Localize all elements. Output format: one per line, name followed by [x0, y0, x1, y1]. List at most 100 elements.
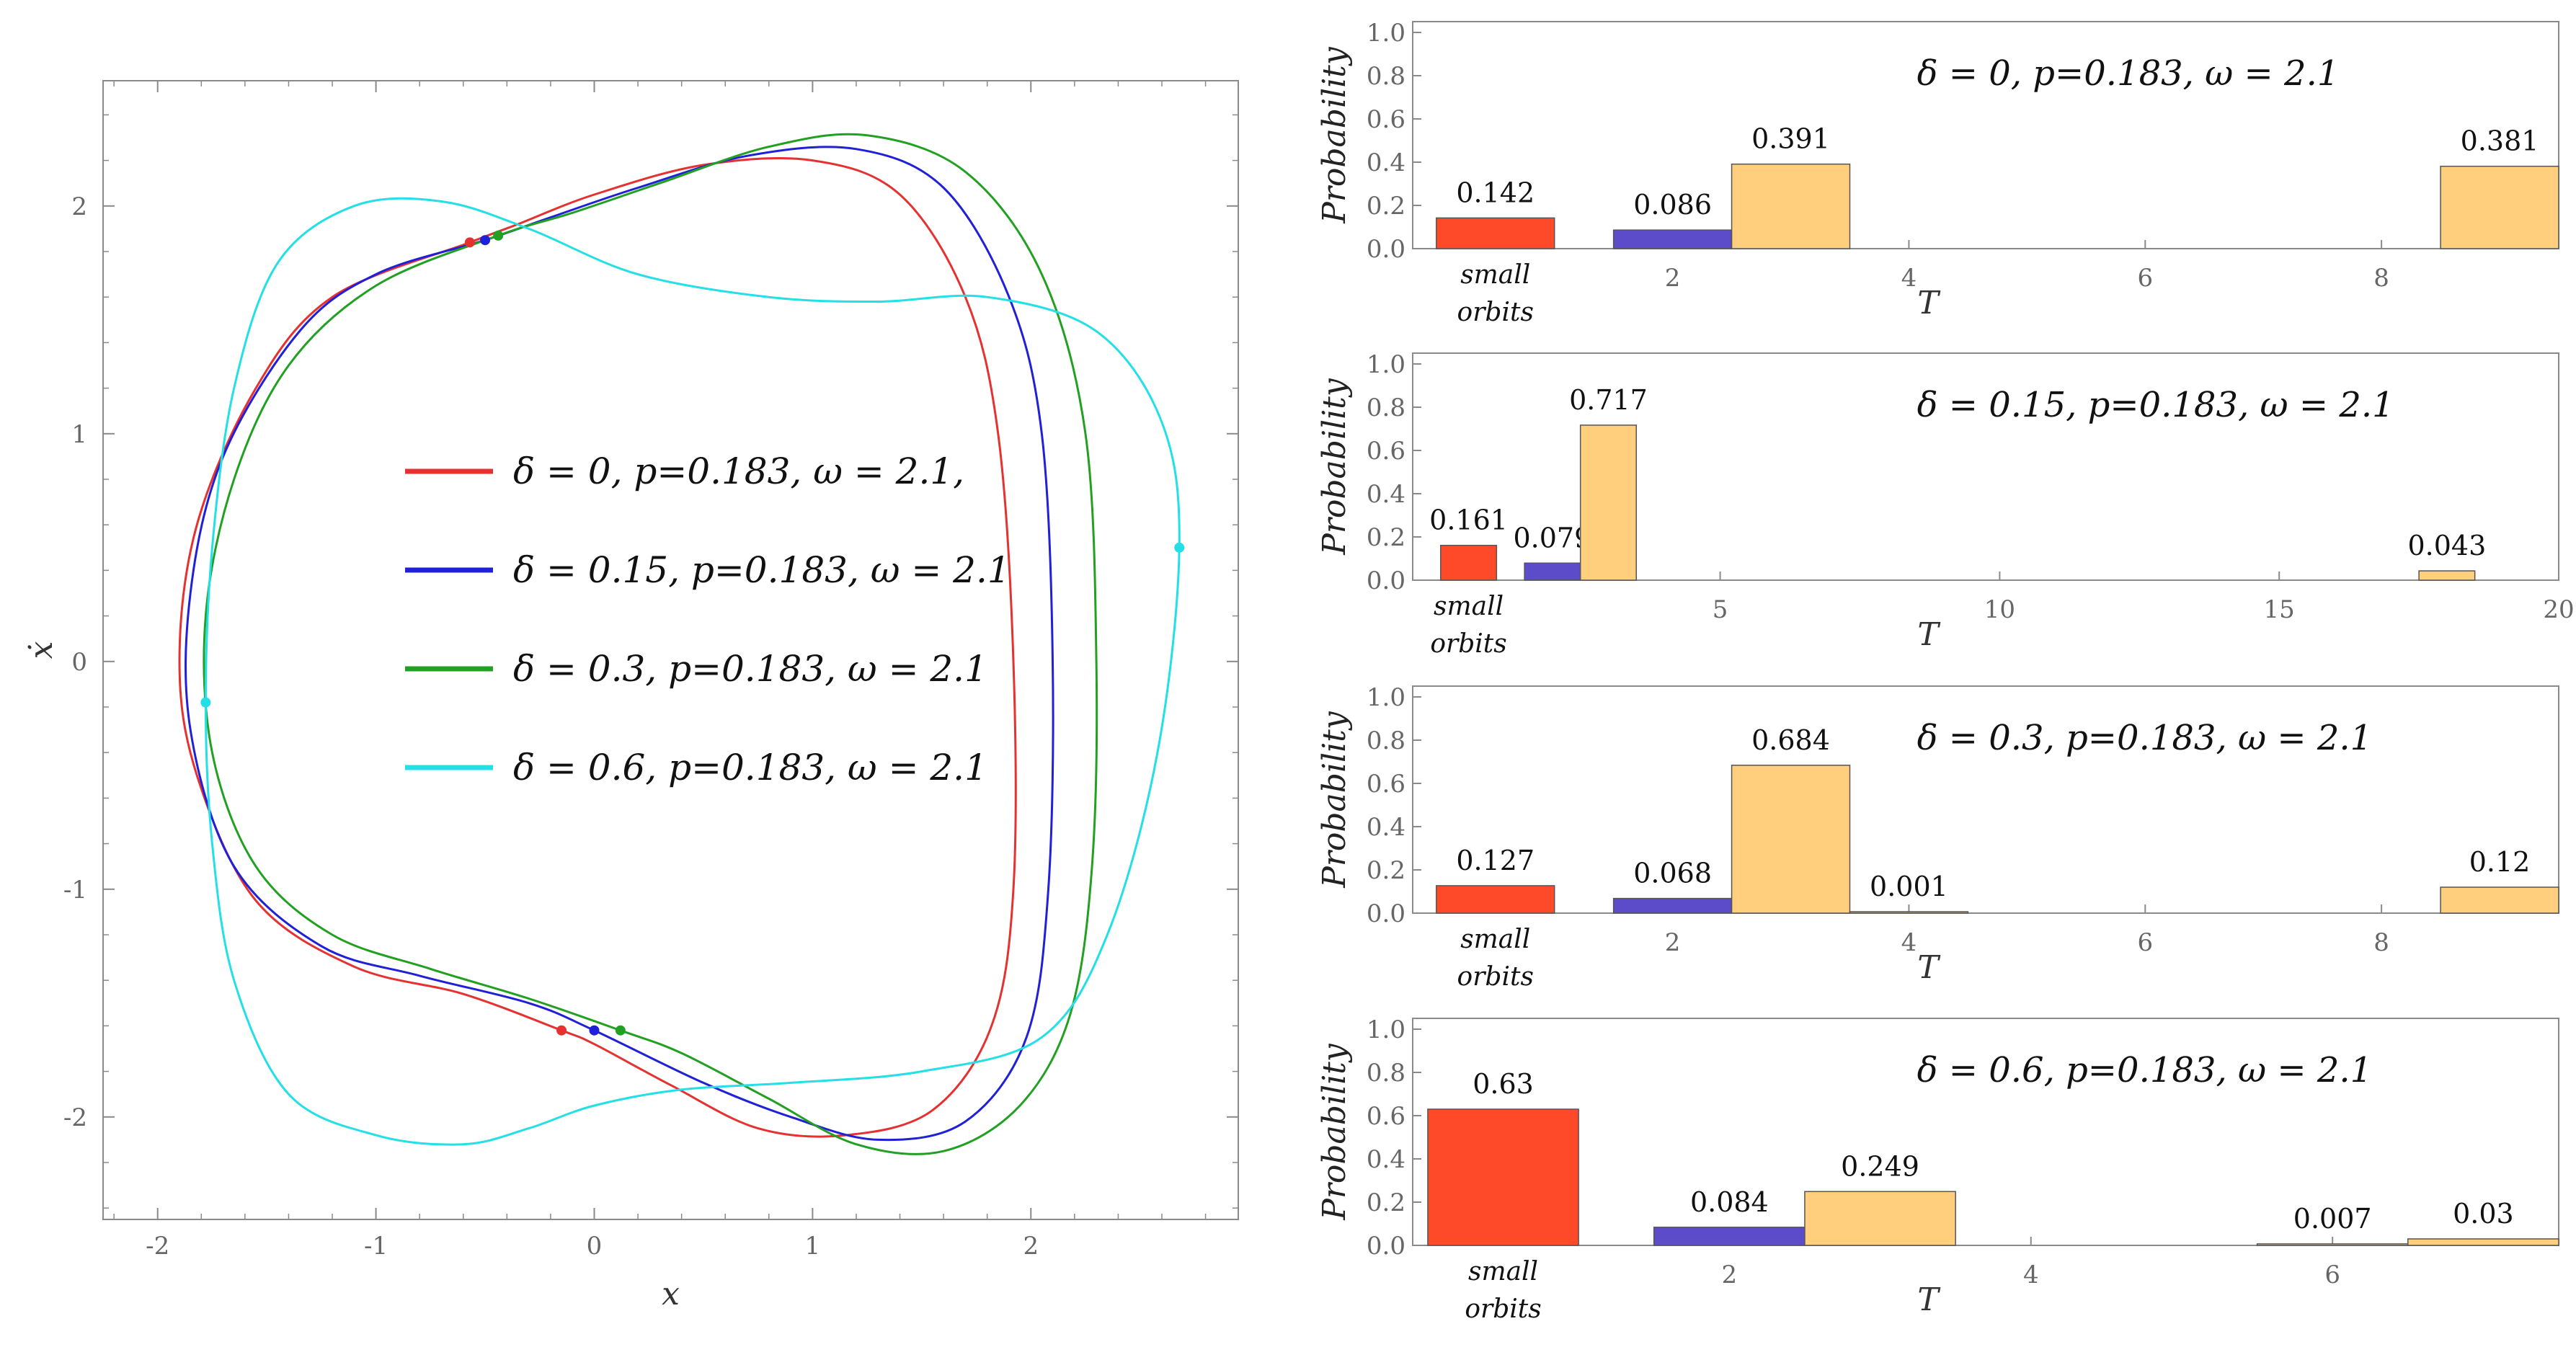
- x-tick-label: 15: [2264, 595, 2295, 624]
- y-tick-label: 0.6: [1367, 770, 1405, 799]
- bar-value-label-0: 0.127: [1456, 845, 1535, 876]
- probability-panel-delta-0: 0.0 0.2 0.4 0.6 0.8 1.0 2 4 6 8 T Probability δ = 0,…: [1316, 19, 2559, 327]
- y-tick-label: 1.0: [1367, 1015, 1405, 1044]
- x-tick-label: 4: [1901, 928, 1917, 957]
- x-tick-label: 5: [1713, 595, 1728, 624]
- orbit-marker-3: [200, 697, 211, 708]
- bar-value-label-2: 0.684: [1751, 724, 1830, 756]
- y-tick-label: 0.0: [1367, 899, 1405, 928]
- x-tick-label: 8: [2373, 928, 2389, 957]
- legend-label-2: δ = 0.3, p=0.183, ω = 2.1: [513, 648, 987, 690]
- x-tick-label: 6: [2137, 928, 2153, 957]
- bar-0: [1436, 885, 1555, 914]
- bar-panel-frame: [1412, 685, 2559, 914]
- category-label-line2: orbits: [1457, 962, 1534, 992]
- bar-panel-frame: [1412, 1018, 2559, 1246]
- x-tick-label: 20: [2543, 595, 2574, 624]
- bar-value-label-3: 0.381: [2461, 125, 2539, 157]
- orbit-marker-3: [1174, 542, 1185, 553]
- bar-panel-frame: [1412, 21, 2559, 249]
- y-axis-label: ẋ: [23, 641, 60, 659]
- orbit-curve-1: [185, 146, 1054, 1142]
- bar-2: [1579, 424, 1637, 581]
- y-tick-label: 1.0: [1367, 350, 1405, 379]
- probability-panel-delta-0.6: 0.0 0.2 0.4 0.6 0.8 1.0 2 4 6 T Probability δ = 0.6…: [1316, 1015, 2559, 1324]
- x-axis-label: x: [662, 1276, 680, 1312]
- bar-value-label-0: 0.142: [1456, 177, 1535, 208]
- y-axis-label: Probability: [1316, 46, 1353, 224]
- bar-3: [2418, 570, 2476, 581]
- bar-value-label-1: 0.084: [1690, 1186, 1769, 1218]
- orbit-curve-0: [178, 156, 1017, 1138]
- bar-0: [1436, 217, 1555, 249]
- x-axis-label: T: [1917, 616, 1941, 653]
- orbit-marker-1: [589, 1025, 600, 1036]
- y-axis-label: Probability: [1316, 711, 1353, 889]
- legend-label-0: δ = 0, p=0.183, ω = 2.1,: [513, 450, 964, 492]
- bar-1: [1612, 897, 1733, 914]
- y-tick-label: 0.2: [1367, 523, 1405, 552]
- x-tick-label: 6: [2324, 1261, 2340, 1289]
- bar-value-label-3: 0.043: [2407, 530, 2486, 561]
- phase-legend: δ = 0, p=0.183, ω = 2.1, δ = 0.15, p=0.18…: [405, 450, 1011, 788]
- orbit-marker-1: [480, 235, 491, 246]
- bar-0: [1427, 1108, 1579, 1246]
- y-tick-label: 0.0: [1367, 566, 1405, 595]
- bar-3: [2440, 165, 2559, 249]
- bar-4: [2440, 886, 2559, 914]
- y-tick-label: 0.8: [1367, 726, 1405, 755]
- bar-2: [1731, 163, 1851, 249]
- bar-1: [1612, 229, 1733, 249]
- probability-panel-delta-0.3: 0.0 0.2 0.4 0.6 0.8 1.0 2 4 6 8 T Probability δ = 0.…: [1316, 683, 2559, 992]
- category-label-line1: small: [1460, 260, 1530, 290]
- y-tick-label: 0.2: [1367, 192, 1405, 221]
- bar-1: [1524, 562, 1581, 581]
- legend-label-3: δ = 0.6, p=0.183, ω = 2.1: [513, 747, 987, 788]
- orbit-marker-0: [556, 1025, 567, 1036]
- bar-1: [1653, 1227, 1806, 1246]
- category-label-line2: orbits: [1457, 298, 1534, 327]
- x-tick-label: 2: [1665, 264, 1681, 293]
- y-tick-label: 0.8: [1367, 394, 1405, 422]
- y-tick-label: 0: [71, 648, 87, 677]
- y-tick-label: 0.2: [1367, 1188, 1405, 1217]
- bar-3: [2256, 1243, 2409, 1246]
- panel-annotation: δ = 0.6, p=0.183, ω = 2.1: [1917, 1050, 2373, 1090]
- orbit-marker-2: [615, 1025, 626, 1036]
- y-tick-label: 0.8: [1367, 62, 1405, 91]
- y-tick-label: 0.4: [1367, 480, 1405, 509]
- x-tick-label: 2: [1665, 928, 1681, 957]
- category-label-line2: orbits: [1430, 629, 1506, 659]
- y-tick-label: 0.2: [1367, 856, 1405, 885]
- x-tick-label: 6: [2137, 264, 2153, 293]
- y-tick-label: -1: [63, 876, 87, 904]
- bar-value-label-1: 0.068: [1633, 858, 1712, 889]
- bar-value-label-4: 0.03: [2453, 1198, 2514, 1230]
- bar-0: [1440, 544, 1498, 581]
- x-tick-label: 10: [1984, 595, 2015, 624]
- y-tick-label: 0.4: [1367, 148, 1405, 177]
- x-tick-label: 2: [1722, 1261, 1738, 1289]
- category-label-line1: small: [1468, 1257, 1538, 1286]
- y-tick-label: 0.6: [1367, 105, 1405, 134]
- category-label-line1: small: [1434, 592, 1504, 621]
- x-axis-label: T: [1917, 1281, 1941, 1318]
- y-tick-label: 0.8: [1367, 1059, 1405, 1088]
- bar-value-label-0: 0.63: [1473, 1068, 1534, 1100]
- panel-annotation: δ = 0.3, p=0.183, ω = 2.1: [1917, 718, 2373, 758]
- x-tick-label: 4: [1901, 264, 1917, 293]
- x-axis-label: T: [1917, 285, 1941, 321]
- probability-panel-delta-0.15: 0.0 0.2 0.4 0.6 0.8 1.0 5 10 15 20 T Probability δ =…: [1316, 350, 2575, 659]
- x-tick-label: 2: [1023, 1232, 1039, 1261]
- y-tick-label: 1.0: [1367, 19, 1405, 48]
- category-label-line1: small: [1460, 925, 1530, 954]
- y-tick-label: 0.0: [1367, 1232, 1405, 1261]
- orbit-curve-3: [204, 197, 1181, 1146]
- bar-value-label-4: 0.12: [2469, 846, 2531, 878]
- bar-3: [1849, 911, 1969, 914]
- bar-2: [1804, 1191, 1956, 1246]
- bar-value-label-2: 0.249: [1841, 1150, 1919, 1182]
- y-axis-label: Probability: [1316, 378, 1353, 556]
- y-tick-label: -2: [63, 1103, 87, 1132]
